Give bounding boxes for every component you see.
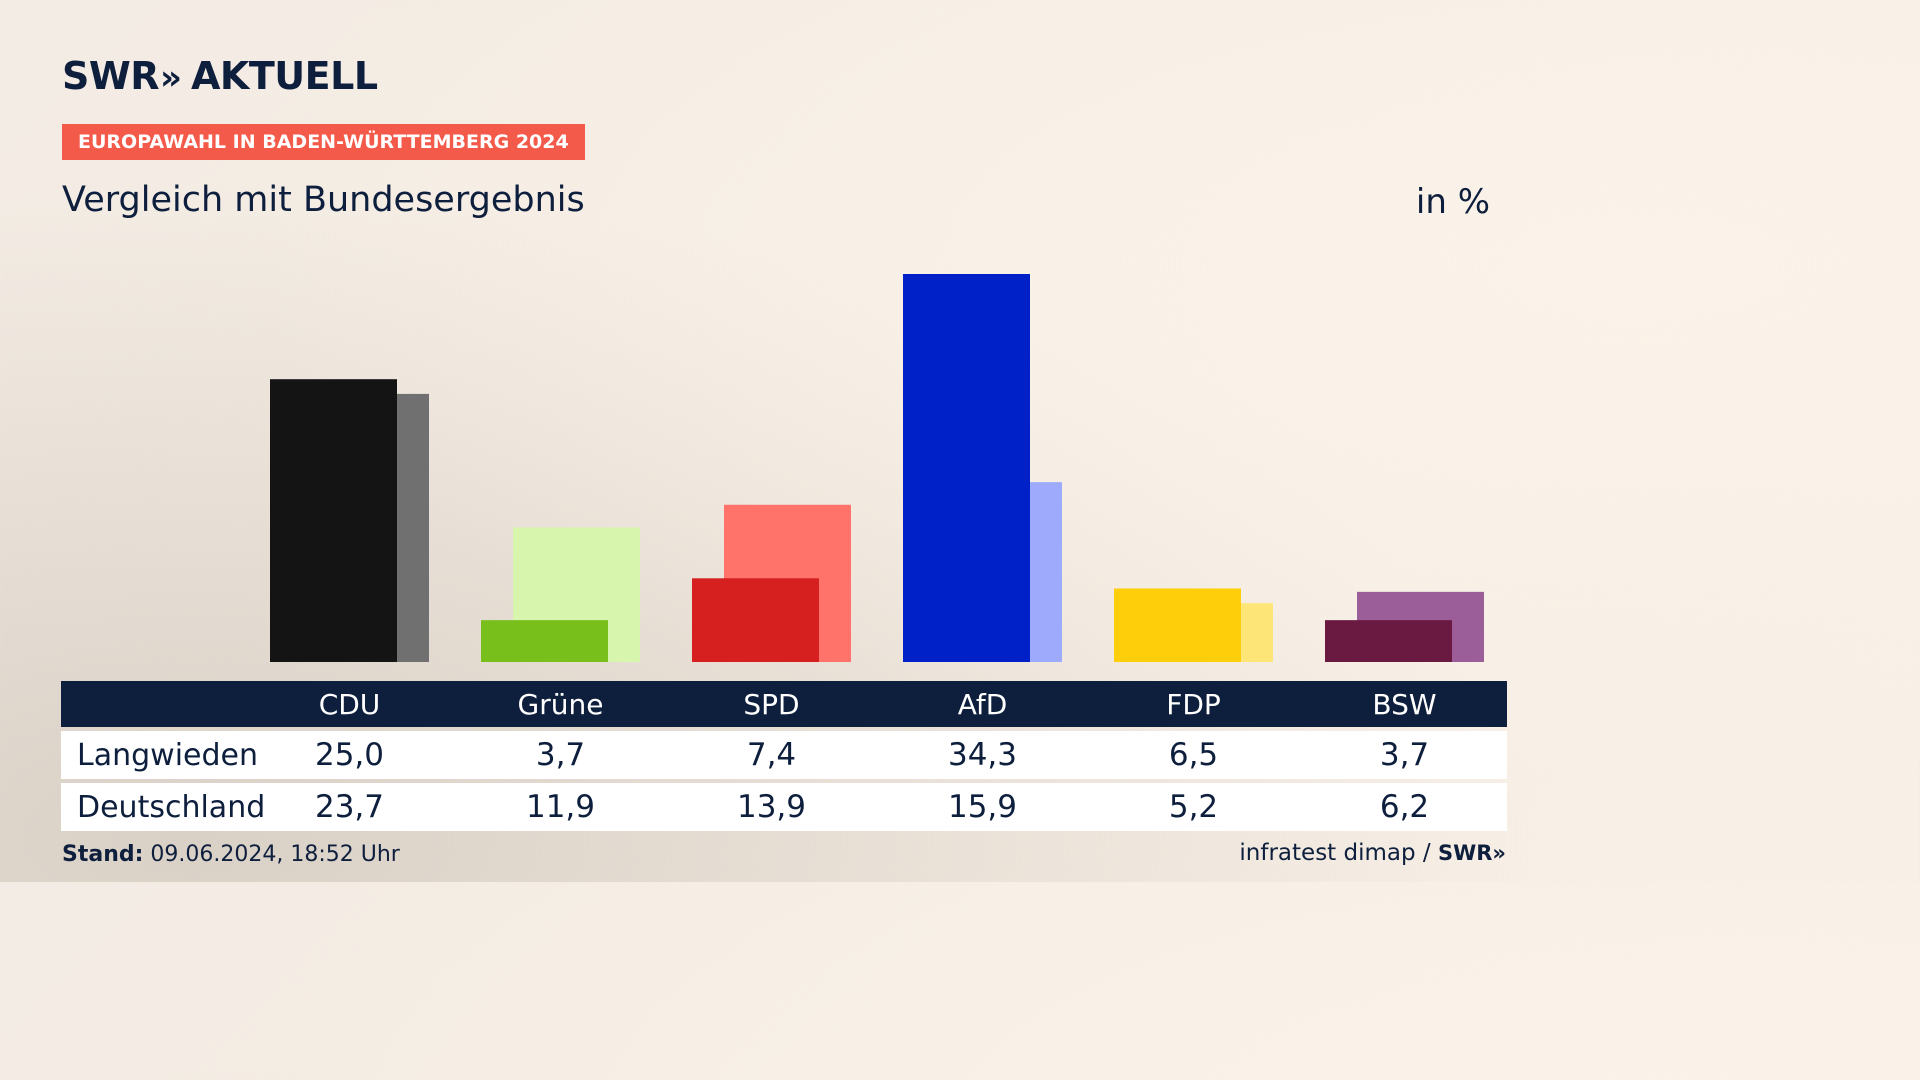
column-header-bsw: BSW: [1372, 687, 1437, 721]
bar-langwieden-grüne: [481, 620, 608, 662]
bar-langwieden-bsw: [1325, 620, 1452, 662]
unit-label: in %: [1415, 182, 1490, 222]
value-label-deutschland-fdp: 5,2: [1168, 789, 1219, 825]
column-header-afd: AfD: [957, 687, 1008, 721]
value-label-langwieden-fdp: 6,5: [1168, 737, 1219, 773]
value-label-deutschland-afd: 15,9: [947, 789, 1018, 825]
value-label-deutschland-spd: 13,9: [736, 789, 807, 825]
column-header-fdp: FDP: [1166, 687, 1221, 721]
election-banner: EUROPAWAHL IN BADEN-WÜRTTEMBERG 2024: [62, 124, 585, 160]
value-label-langwieden-afd: 34,3: [947, 737, 1018, 773]
value-label-deutschland-grüne: 11,9: [525, 789, 596, 825]
source-text: infratest dimap /: [1239, 840, 1431, 866]
bar-chart: [270, 274, 1484, 662]
source-credit: infratest dimap / SWR»: [1239, 840, 1506, 866]
column-header-grüne: Grüne: [517, 687, 604, 721]
value-label-langwieden-spd: 7,4: [746, 737, 797, 773]
value-label-langwieden-bsw: 3,7: [1379, 737, 1430, 773]
table-row-langwieden: Langwieden 25,0 3,7 7,4 34,3 6,5 3,7: [61, 731, 1507, 779]
bar-langwieden-spd: [692, 578, 819, 662]
column-header-cdu: CDU: [318, 687, 381, 721]
bar-langwieden-fdp: [1114, 588, 1241, 662]
value-label-langwieden-cdu: 25,0: [314, 737, 385, 773]
table-row-deutschland: Deutschland 23,7 11,9 13,9 15,9 5,2 6,2: [61, 783, 1507, 831]
logo-aktuell: AKTUELL: [191, 54, 378, 98]
bar-langwieden-cdu: [270, 379, 397, 662]
value-label-deutschland-cdu: 23,7: [314, 789, 385, 825]
value-label-langwieden-grüne: 3,7: [535, 737, 586, 773]
row-label-deutschland: Deutschland: [77, 789, 266, 825]
row-label-langwieden: Langwieden: [77, 737, 258, 773]
timestamp: Stand: 09.06.2024, 18:52 Uhr: [62, 842, 400, 867]
results-table: CDU Grüne SPD AfD FDP BSW Langwieden 25,0 3,7 7…: [61, 681, 1507, 831]
swr-small-logo: SWR»: [1437, 841, 1506, 865]
column-header-spd: SPD: [743, 687, 800, 721]
logo-swr: SWR: [62, 54, 160, 98]
table-header-row: CDU Grüne SPD AfD FDP BSW: [61, 681, 1507, 727]
value-label-deutschland-bsw: 6,2: [1379, 789, 1430, 825]
bar-langwieden-afd: [903, 274, 1030, 662]
chart-subtitle: Vergleich mit Bundesergebnis: [62, 180, 585, 220]
swr-aktuell-logo: SWR» AKTUELL: [62, 54, 378, 98]
stand-label: Stand:: [62, 842, 144, 867]
stand-value: 09.06.2024, 18:52 Uhr: [150, 842, 400, 867]
